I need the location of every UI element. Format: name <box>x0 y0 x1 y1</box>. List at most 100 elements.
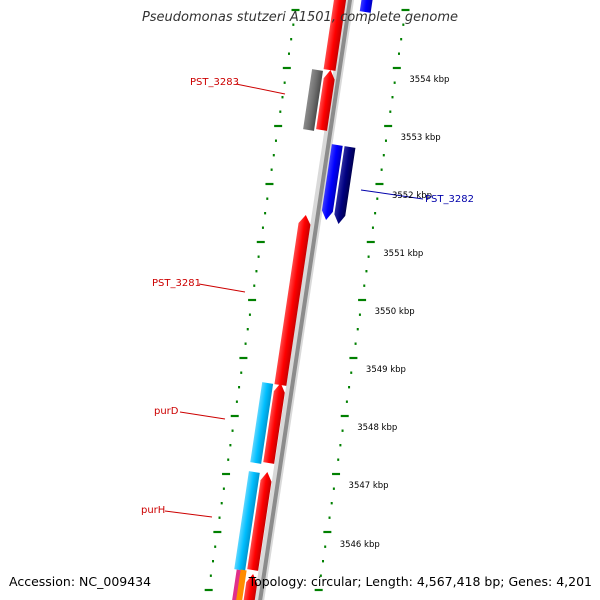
inner-ring-dot <box>257 255 260 258</box>
outer-ring-dot <box>367 255 370 258</box>
forward-cds-arrow <box>323 0 347 71</box>
scale-label: 3552 kbp <box>392 191 432 201</box>
outer-ring-dot <box>384 139 387 142</box>
outer-ring-dot <box>376 197 379 200</box>
genes-label: Genes: <box>508 574 553 589</box>
inner-ring-dot <box>240 371 243 374</box>
inner-ring-dot <box>248 313 251 316</box>
length-label: Length: <box>365 574 413 589</box>
inner-ring-dot <box>231 429 234 432</box>
outer-ring-dot <box>332 487 335 490</box>
label-leader-line <box>360 189 424 200</box>
gene-label: PST_3283 <box>190 77 239 88</box>
cog-cyan-block <box>250 382 274 464</box>
outer-ring-dot <box>380 168 383 171</box>
scale-label: 3547 kbp <box>349 481 389 491</box>
cog-orange-block <box>235 569 247 600</box>
cog-gray-block <box>303 69 323 131</box>
outer-ring-dot <box>339 444 342 447</box>
inner-ring-dot <box>244 342 247 345</box>
reverse-cds-arrow <box>321 144 343 221</box>
outer-ring-dot <box>400 38 403 41</box>
inner-ring-dot <box>253 284 256 287</box>
outer-ring-dot <box>389 110 392 113</box>
outer-ring-dot <box>358 313 361 316</box>
outer-ring-dot <box>345 400 348 403</box>
outer-ring-dot <box>322 560 325 563</box>
outer-ring-dot <box>374 212 377 215</box>
accession-value: NC_009434 <box>79 574 152 589</box>
label-leader-line <box>179 411 226 420</box>
outer-ring-dot <box>348 386 351 389</box>
forward-cds-arrow <box>242 573 258 600</box>
scale-label: 3549 kbp <box>366 365 406 375</box>
scale-label: 3550 kbp <box>375 307 415 317</box>
inner-ring-dot <box>238 386 241 389</box>
inner-ring-dot <box>266 197 269 200</box>
inner-ring-dot <box>264 212 267 215</box>
gene-feature-layer <box>231 0 374 600</box>
outer-ring-dot <box>382 154 385 157</box>
genes-value: 4,201 <box>556 574 592 589</box>
label-leader-line <box>235 83 286 95</box>
inner-ring-dot <box>255 270 258 273</box>
label-leader-line <box>198 283 246 293</box>
reverse-cds-arrow <box>359 0 374 13</box>
gene-label: purD <box>154 406 179 417</box>
scale-label: 3551 kbp <box>383 249 423 259</box>
scale-label: 3546 kbp <box>340 540 380 550</box>
scale-label: 3554 kbp <box>409 75 449 85</box>
accession-info: Accession: NC_009434 <box>9 574 151 589</box>
outer-ring-dot <box>356 328 359 331</box>
outer-ring-dot <box>397 52 400 55</box>
forward-cds-arrow <box>274 214 311 386</box>
inner-ring-dot <box>235 400 238 403</box>
reverse-cds-arrow-dark <box>334 146 356 224</box>
inner-ring-dot <box>246 328 249 331</box>
inner-ring-dot <box>270 168 273 171</box>
outer-ring-dot <box>341 429 344 432</box>
inner-ring-dot <box>283 81 286 84</box>
label-leader-line <box>164 510 213 518</box>
scale-label: 3553 kbp <box>401 133 441 143</box>
inner-ring-dot <box>279 110 282 113</box>
outer-ring-dot <box>354 342 357 345</box>
inner-ring-dot <box>212 560 215 563</box>
inner-ring-dot <box>222 487 225 490</box>
outer-ring-dot <box>328 516 331 519</box>
outer-ring-dot <box>365 270 368 273</box>
inner-ring-dot <box>214 545 217 548</box>
outer-ring-dot <box>330 502 333 505</box>
forward-cds-arrow <box>316 69 335 131</box>
label-leader-layer <box>164 83 424 518</box>
outer-ring-dot <box>371 226 374 229</box>
scale-label-layer: 3554 kbp 3553 kbp 3552 kbp 3551 kbp 3550 kbp… <box>340 75 450 550</box>
outer-ring-dot <box>363 284 366 287</box>
gene-label: PST_3282 <box>425 194 474 205</box>
inner-ring-dot <box>292 23 295 26</box>
length-value: 4,567,418 bp; <box>416 574 505 589</box>
inner-ring-dot <box>227 458 230 461</box>
outer-ring-dot <box>337 458 340 461</box>
inner-ring-dot <box>261 226 264 229</box>
inner-ring-dot <box>218 516 221 519</box>
genome-summary: Topology: circular; Length: 4,567,418 bp… <box>249 574 592 589</box>
gene-label: PST_3281 <box>152 278 201 289</box>
outer-ring-dot <box>319 574 322 577</box>
gene-label-layer: PST_3283 PST_3282 PST_3281 purD purH <box>141 77 474 516</box>
backbone-layer <box>254 0 355 600</box>
cog-cyan-block <box>234 471 260 571</box>
gene-label: purH <box>141 505 165 516</box>
inner-ring-dot <box>272 154 275 157</box>
topology-value: circular; <box>311 574 362 589</box>
scale-label: 3548 kbp <box>357 423 397 433</box>
outer-ring-dot <box>402 23 405 26</box>
inner-ring-dot <box>274 139 277 142</box>
outer-ring-dot <box>393 81 396 84</box>
outer-ring-dot <box>350 371 353 374</box>
topology-label: Topology: <box>248 574 308 589</box>
forward-cds-arrow <box>263 383 285 464</box>
inner-ring-dot <box>220 502 223 505</box>
